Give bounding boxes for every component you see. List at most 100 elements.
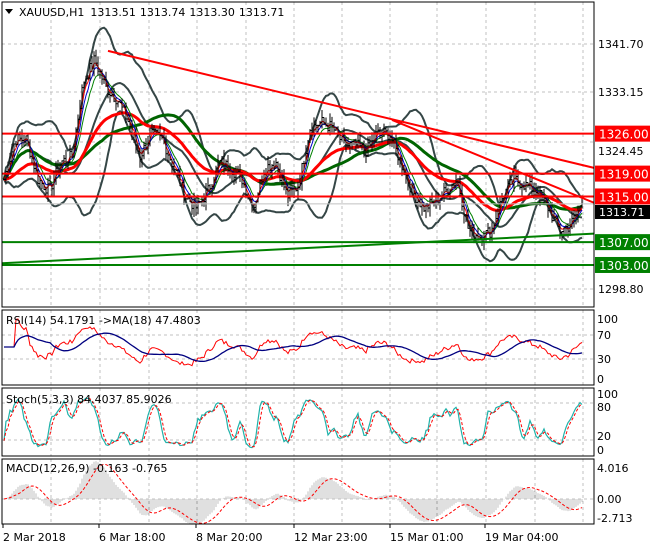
panel-frame — [1, 1, 595, 308]
ohlc-bar — [507, 179, 509, 199]
ohlc-bar — [361, 142, 363, 151]
ohlc-bar — [449, 188, 451, 200]
ohlc-bar — [65, 149, 67, 168]
ohlc-bar — [395, 134, 397, 156]
ohlc-bar — [207, 177, 209, 193]
ohlc-bar — [325, 117, 327, 127]
ohlc-bar — [201, 197, 203, 207]
ohlc-bar — [39, 176, 41, 188]
ohlc-bar — [315, 119, 317, 132]
ohlc-bar — [329, 113, 331, 136]
ohlc-bar — [501, 193, 503, 203]
ohlc-bar — [117, 101, 119, 108]
ohlc-bar — [3, 175, 5, 181]
ohlc-bar — [101, 69, 103, 85]
ohlc-bar — [371, 132, 373, 151]
ohlc-bar — [49, 175, 51, 186]
ohlc-bar — [165, 135, 167, 160]
ohlc-bar — [579, 205, 581, 212]
ohlc-bar — [333, 122, 335, 133]
ohlc-bar — [109, 92, 111, 103]
ohlc-bar — [323, 116, 325, 126]
ohlc-bar — [451, 183, 453, 192]
ohlc-bar — [231, 170, 233, 182]
ohlc-bar — [347, 137, 349, 149]
ohlc-bar — [393, 138, 395, 149]
ohlc-bar — [183, 177, 185, 205]
ohlc-bar — [499, 196, 501, 215]
ohlc-bar — [77, 114, 79, 135]
ohlc-bar — [29, 139, 31, 159]
ohlc-bar — [105, 71, 107, 88]
ohlc-bar — [103, 75, 105, 84]
panel-frame — [1, 309, 595, 386]
ohlc-bar — [139, 147, 141, 168]
ohlc-bar — [545, 197, 547, 203]
ohlc-bar — [553, 209, 555, 222]
ohlc-bar — [185, 197, 187, 202]
ohlc-bar — [119, 99, 121, 103]
ohlc-bar — [167, 150, 169, 163]
panel-frames — [1, 1, 595, 525]
ohlc-bar — [21, 129, 23, 148]
macd-tick: 4.016 — [597, 462, 629, 475]
header-high: 1313.74 — [140, 6, 186, 19]
rsi-tick: 0 — [597, 373, 604, 386]
ohlc-bar — [11, 143, 13, 166]
ohlc-bar — [181, 181, 183, 189]
ohlc-bar — [243, 179, 245, 188]
ohlc-bar — [227, 154, 229, 176]
ohlc-bar — [115, 97, 117, 111]
ohlc-bar — [153, 125, 155, 133]
ohlc-bar — [495, 209, 497, 227]
ohlc-bar — [121, 98, 123, 114]
dropdown-triangle-icon[interactable] — [5, 9, 13, 14]
ohlc-bar — [67, 160, 69, 169]
ohlc-bar — [271, 164, 273, 179]
ohlc-bar — [211, 183, 213, 196]
ohlc-bar — [91, 56, 93, 73]
ohlc-bar — [251, 198, 253, 213]
ohlc-bar — [173, 158, 175, 176]
bollinger-lower — [3, 109, 583, 263]
rsi-tick: 70 — [597, 329, 611, 342]
ohlc-bar — [71, 149, 73, 159]
ohlc-bar — [557, 213, 559, 228]
ohlc-bar — [465, 214, 467, 223]
labels: XAUUSD,H1 1313.51 1313.74 1313.30 1313.71 RS… — [5, 6, 284, 475]
indicator-panels[interactable] — [3, 318, 583, 525]
ohlc-bar — [225, 159, 227, 172]
ohlc-bar — [47, 177, 49, 202]
level-price-tag — [595, 256, 650, 273]
ohlc-bar — [51, 182, 53, 197]
ohlc-bar — [547, 196, 549, 218]
ohlc-bar — [469, 220, 471, 237]
ohlc-bar — [147, 135, 149, 155]
ohlc-bar — [197, 195, 199, 215]
ohlc-bar — [419, 192, 421, 208]
ohlc-bar — [399, 156, 401, 168]
ohlc-bar — [301, 162, 303, 191]
panel-frame — [1, 458, 595, 525]
ohlc-bar — [471, 220, 473, 240]
ohlc-bar — [411, 182, 413, 196]
ohlc-bar — [487, 223, 489, 233]
ohlc-bar — [527, 182, 529, 188]
axis-labels: 1341.70 1333.15 1324.45 1298.80 1326.00 1319.… — [2, 38, 650, 544]
ohlc-bar — [455, 173, 457, 190]
ohlc-bar — [351, 140, 353, 151]
time-tick: 2 Mar 2018 — [3, 531, 66, 544]
ohlc-bar — [97, 56, 99, 76]
ohlc-bar — [365, 143, 367, 164]
price-tick: 1341.70 — [598, 38, 644, 51]
ohlc-bar — [179, 165, 181, 187]
trendline — [1, 232, 595, 265]
header-close: 1313.71 — [239, 6, 285, 19]
ohlc-bar — [23, 134, 25, 148]
price-panel[interactable] — [1, 26, 595, 266]
header-open: 1313.51 — [90, 6, 136, 19]
ohlc-bar — [551, 202, 553, 223]
ohlc-bar — [275, 158, 277, 169]
ohlc-bar — [343, 127, 345, 144]
